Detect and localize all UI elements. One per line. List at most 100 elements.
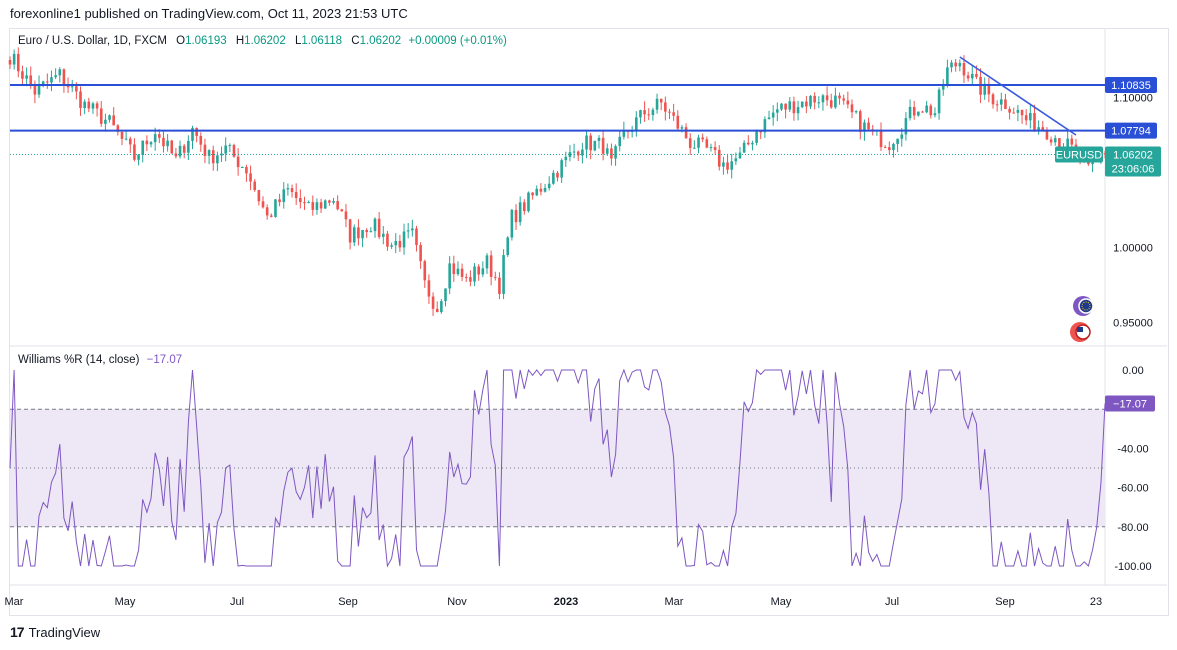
- candle-body: [726, 162, 729, 170]
- candle-body: [693, 147, 696, 149]
- candle-body: [954, 62, 957, 67]
- candle-body: [937, 89, 941, 114]
- candle-body: [406, 230, 410, 232]
- candle-body: [742, 142, 746, 153]
- candle-body: [817, 102, 821, 104]
- candle-body: [91, 103, 95, 109]
- candle-body: [995, 104, 999, 106]
- level-tag-label-0: 1.10835: [1111, 80, 1151, 92]
- downtrend-line: [959, 56, 1077, 136]
- candle-body: [581, 149, 584, 156]
- candle-body: [33, 84, 37, 95]
- candle-body: [966, 75, 970, 79]
- candle-body: [158, 134, 161, 138]
- time-axis-tick-9: Sep: [995, 596, 1015, 608]
- candle-body: [278, 199, 281, 203]
- candle-body: [502, 255, 505, 294]
- candle-body: [1041, 127, 1045, 131]
- candle-body: [535, 188, 539, 196]
- candle-body: [780, 103, 783, 110]
- candle-body: [904, 118, 908, 135]
- candle-body: [369, 231, 373, 233]
- price-axis-tick-2: 0.95000: [1113, 318, 1153, 330]
- candle-body: [983, 83, 987, 95]
- candle-body: [16, 53, 20, 72]
- candle-body: [527, 192, 530, 212]
- symbol-tag: [1055, 146, 1103, 163]
- candle-body: [178, 145, 182, 157]
- candle-body: [970, 73, 974, 79]
- candle-body: [593, 140, 597, 151]
- candle-body: [813, 95, 816, 103]
- candle-body: [116, 125, 120, 132]
- candle-body: [900, 134, 904, 139]
- candle-body: [1037, 127, 1040, 132]
- candle-body: [456, 268, 460, 275]
- candle-body: [419, 245, 422, 262]
- candle-body: [257, 190, 261, 202]
- wr-axis-tick-1: -40.00: [1117, 443, 1148, 455]
- candle-body: [539, 188, 543, 192]
- candle-body: [751, 142, 754, 145]
- candle-body: [668, 111, 671, 113]
- candle-body: [444, 288, 447, 302]
- candle-body: [328, 200, 331, 203]
- candle-body: [485, 255, 489, 269]
- candle-body: [8, 59, 12, 65]
- publisher-line: forexonline1 published on TradingView.co…: [10, 6, 408, 21]
- candle-body: [220, 153, 223, 156]
- candles: [8, 47, 1107, 316]
- eu-flag-icon: [1073, 296, 1094, 316]
- candle-body: [610, 148, 613, 159]
- candle-body: [722, 162, 725, 167]
- candle-body: [29, 75, 33, 85]
- candle-body: [1008, 109, 1011, 113]
- candle-body: [767, 117, 771, 120]
- price-axis-tick-0: 1.10000: [1113, 93, 1153, 105]
- candle-body: [1004, 99, 1007, 110]
- candle-body: [203, 144, 207, 156]
- candle-body: [83, 101, 86, 109]
- candle-body: [25, 75, 28, 79]
- candle-body: [435, 308, 439, 313]
- candle-body: [460, 268, 464, 277]
- candle-body: [41, 81, 45, 85]
- candle-body: [153, 134, 157, 143]
- candle-body: [1024, 115, 1028, 121]
- wr-axis-tick-4: -100.00: [1114, 561, 1151, 573]
- candle-body: [120, 131, 124, 139]
- candle-body: [498, 277, 501, 294]
- candle-body: [352, 227, 356, 243]
- candle-body: [270, 215, 273, 217]
- candle-body: [54, 75, 57, 78]
- candle-body: [858, 111, 862, 132]
- time-axis-tick-10: 23: [1090, 596, 1102, 608]
- candle-body: [274, 199, 277, 217]
- candle-body: [261, 201, 265, 208]
- candle-body: [21, 71, 24, 79]
- candle-body: [282, 189, 286, 203]
- candle-body: [709, 147, 713, 149]
- candle-body: [908, 106, 912, 119]
- candle-body: [431, 296, 435, 309]
- candle-body: [1045, 130, 1049, 140]
- candle-body: [917, 111, 920, 116]
- candle-body: [145, 140, 149, 145]
- candle-body: [199, 135, 203, 145]
- candle-body: [336, 201, 339, 210]
- candle-body: [863, 122, 866, 132]
- candle-body: [746, 142, 750, 145]
- candle-body: [104, 119, 107, 124]
- candle-body: [888, 147, 891, 151]
- candle-body: [809, 95, 812, 107]
- williams-r-line: [9, 368, 1106, 568]
- candle-body: [597, 137, 601, 141]
- candle-body: [759, 131, 763, 133]
- candle-body: [643, 110, 646, 115]
- candle-body: [124, 138, 128, 140]
- candle-body: [390, 245, 393, 247]
- footer-brand: 17 TradingView: [10, 624, 100, 640]
- candle-body: [464, 276, 468, 278]
- candle-body: [1066, 138, 1069, 148]
